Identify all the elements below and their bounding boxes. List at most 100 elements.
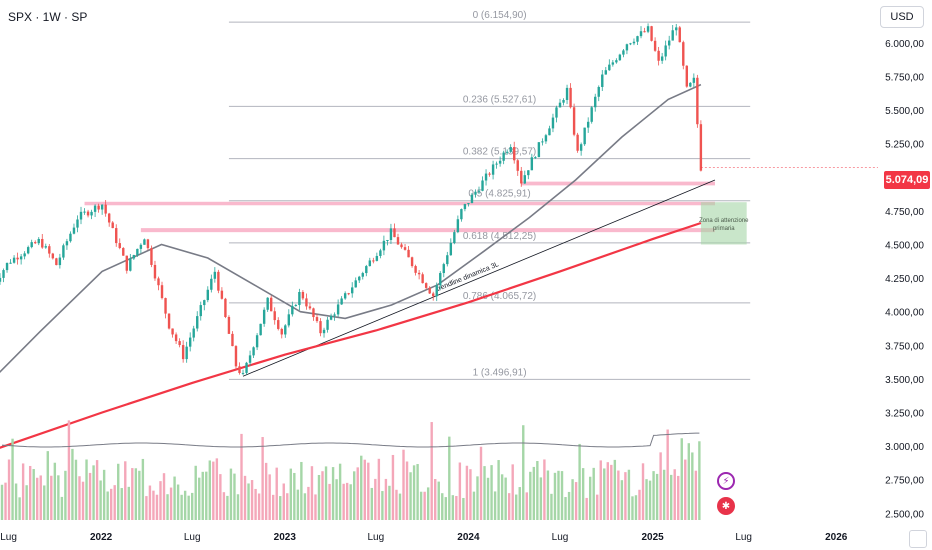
candle-body xyxy=(72,227,76,234)
us-flag-icon[interactable]: ✱ xyxy=(717,497,735,515)
candle-body xyxy=(615,60,618,63)
candle-body xyxy=(562,99,565,103)
candle-body xyxy=(625,44,629,51)
candle-body xyxy=(93,205,97,212)
candle-body xyxy=(312,308,315,318)
volume-bar xyxy=(546,470,550,520)
candle-body xyxy=(643,31,646,33)
volume-bar xyxy=(106,491,109,520)
volume-bar xyxy=(617,470,620,520)
volume-bar xyxy=(409,472,412,520)
candle-body xyxy=(400,244,403,248)
candle-body xyxy=(79,211,83,220)
volume-bar xyxy=(645,479,648,520)
volume-bar xyxy=(32,469,35,520)
candle-body xyxy=(171,328,174,335)
candle-body xyxy=(516,160,519,171)
volume-bar xyxy=(271,494,275,520)
candle-body xyxy=(389,228,393,240)
currency-button[interactable]: USD xyxy=(880,6,924,28)
volume-bar xyxy=(560,471,564,520)
last-price-tag: 5.074,09 xyxy=(884,171,930,189)
candle-body xyxy=(164,298,167,314)
y-tick-label: 3.500,00 xyxy=(885,375,924,386)
volume-bar xyxy=(500,474,504,520)
y-tick-label: 4.750,00 xyxy=(885,207,924,218)
candle-body xyxy=(90,211,93,216)
volume-bar xyxy=(275,467,278,520)
candle-body xyxy=(675,27,678,31)
volume-bar xyxy=(698,441,701,520)
candle-body xyxy=(590,107,593,122)
volume-bar xyxy=(620,480,624,520)
volume-bar xyxy=(205,471,208,520)
candle-body xyxy=(365,266,368,274)
volume-bar xyxy=(462,497,465,520)
volume-bar xyxy=(7,459,11,520)
volume-bar xyxy=(641,463,645,520)
volume-bar xyxy=(219,474,222,520)
volume-bar xyxy=(673,469,676,520)
volume-bar xyxy=(437,481,440,520)
volume-bar xyxy=(233,473,236,520)
volume-bar xyxy=(240,433,243,520)
candle-body xyxy=(527,170,530,176)
axis-settings-icon[interactable] xyxy=(909,530,927,548)
volume-bar xyxy=(11,438,14,520)
candle-body xyxy=(467,203,470,205)
candle-body xyxy=(505,151,509,153)
volume-bar xyxy=(236,494,240,520)
volume-bar xyxy=(687,443,691,520)
volume-bar xyxy=(25,485,28,520)
candle-body xyxy=(509,147,512,152)
candle-body xyxy=(361,273,364,277)
lightning-icon[interactable]: ⚡ xyxy=(717,472,735,490)
candle-body xyxy=(530,157,534,171)
candle-body xyxy=(534,157,537,159)
volume-bar xyxy=(124,461,127,520)
volume-bar xyxy=(134,468,138,520)
candle-body xyxy=(146,239,150,249)
volume-bar xyxy=(606,462,609,520)
volume-bar xyxy=(257,493,261,520)
volume-bar xyxy=(419,491,423,520)
candle-body xyxy=(192,328,195,338)
candle-body xyxy=(657,50,660,61)
volume-bar xyxy=(314,494,317,520)
candle-body xyxy=(188,337,192,347)
candle-body xyxy=(699,124,703,171)
candle-body xyxy=(86,211,90,216)
volume-bar xyxy=(490,465,493,520)
candle-body xyxy=(558,102,562,108)
volume-bar xyxy=(254,488,257,520)
volume-bar xyxy=(680,438,683,520)
candle-body xyxy=(37,238,40,244)
symbol-title[interactable]: SPX · 1W · SP xyxy=(8,10,88,24)
candle-body xyxy=(298,291,301,306)
volume-bar xyxy=(518,487,521,520)
candle-body xyxy=(2,270,5,278)
volume-bar xyxy=(81,481,85,520)
volume-bar xyxy=(39,475,42,520)
candle-body xyxy=(245,362,248,373)
candle-body xyxy=(262,309,266,324)
volume-bar xyxy=(405,461,409,520)
volume-bar xyxy=(43,485,46,520)
candle-body xyxy=(319,321,322,334)
volume-bar xyxy=(296,489,300,520)
volume-bar xyxy=(567,491,571,520)
candle-body xyxy=(586,121,590,128)
volume-bar xyxy=(543,459,546,520)
volume-bar xyxy=(279,496,282,520)
x-tick-label: 2023 xyxy=(274,532,297,543)
volume-bar xyxy=(53,462,57,520)
volume-bar xyxy=(423,491,426,520)
fib-level-label: 0 (6.154,90) xyxy=(473,10,527,21)
x-tick-label: Lug xyxy=(0,532,17,543)
volume-bar xyxy=(631,496,634,520)
volume-bar xyxy=(694,470,698,520)
volume-bar xyxy=(198,477,201,520)
volume-bar xyxy=(599,460,602,520)
candle-body xyxy=(329,315,333,320)
